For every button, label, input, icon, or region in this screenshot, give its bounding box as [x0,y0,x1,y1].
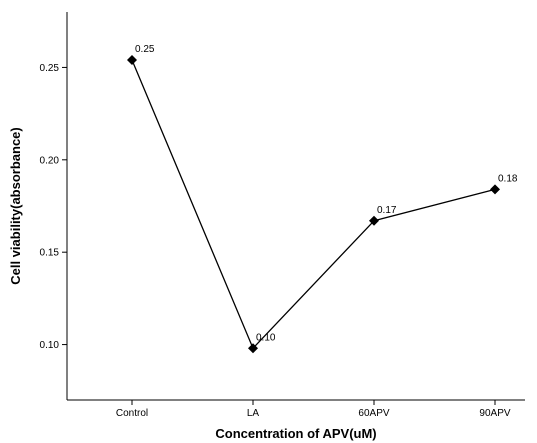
plot-frame [66,12,525,401]
series-layer: 0.25 0.10 0.17 0.18 [127,44,518,354]
y-tick-label: 0.20 [40,155,60,166]
data-point-marker [248,343,258,354]
y-tick-label: 0.15 [40,248,60,259]
x-tick-label: 90APV [479,408,510,419]
y-tick-label: 0.10 [40,340,60,351]
x-tick-label: Control [116,408,148,419]
data-label: 0.18 [498,173,518,184]
x-tick-label: LA [247,408,260,419]
data-point-marker [490,184,500,195]
x-axis-ticks: Control LA 60APV 90APV [116,400,511,419]
y-tick-label: 0.25 [40,63,60,74]
series-line [131,59,496,350]
data-point-marker [369,215,379,226]
data-label: 0.17 [377,205,397,216]
y-axis-ticks: 0.10 0.15 0.20 0.25 [40,63,67,351]
data-point-marker [127,55,137,66]
x-axis-title: Concentration of APV(uM) [215,426,376,441]
y-axis-title: Cell viability(absorbance) [8,127,23,285]
x-tick-label: 60APV [358,408,389,419]
data-label: 0.25 [135,44,155,55]
data-label: 0.10 [256,332,276,343]
